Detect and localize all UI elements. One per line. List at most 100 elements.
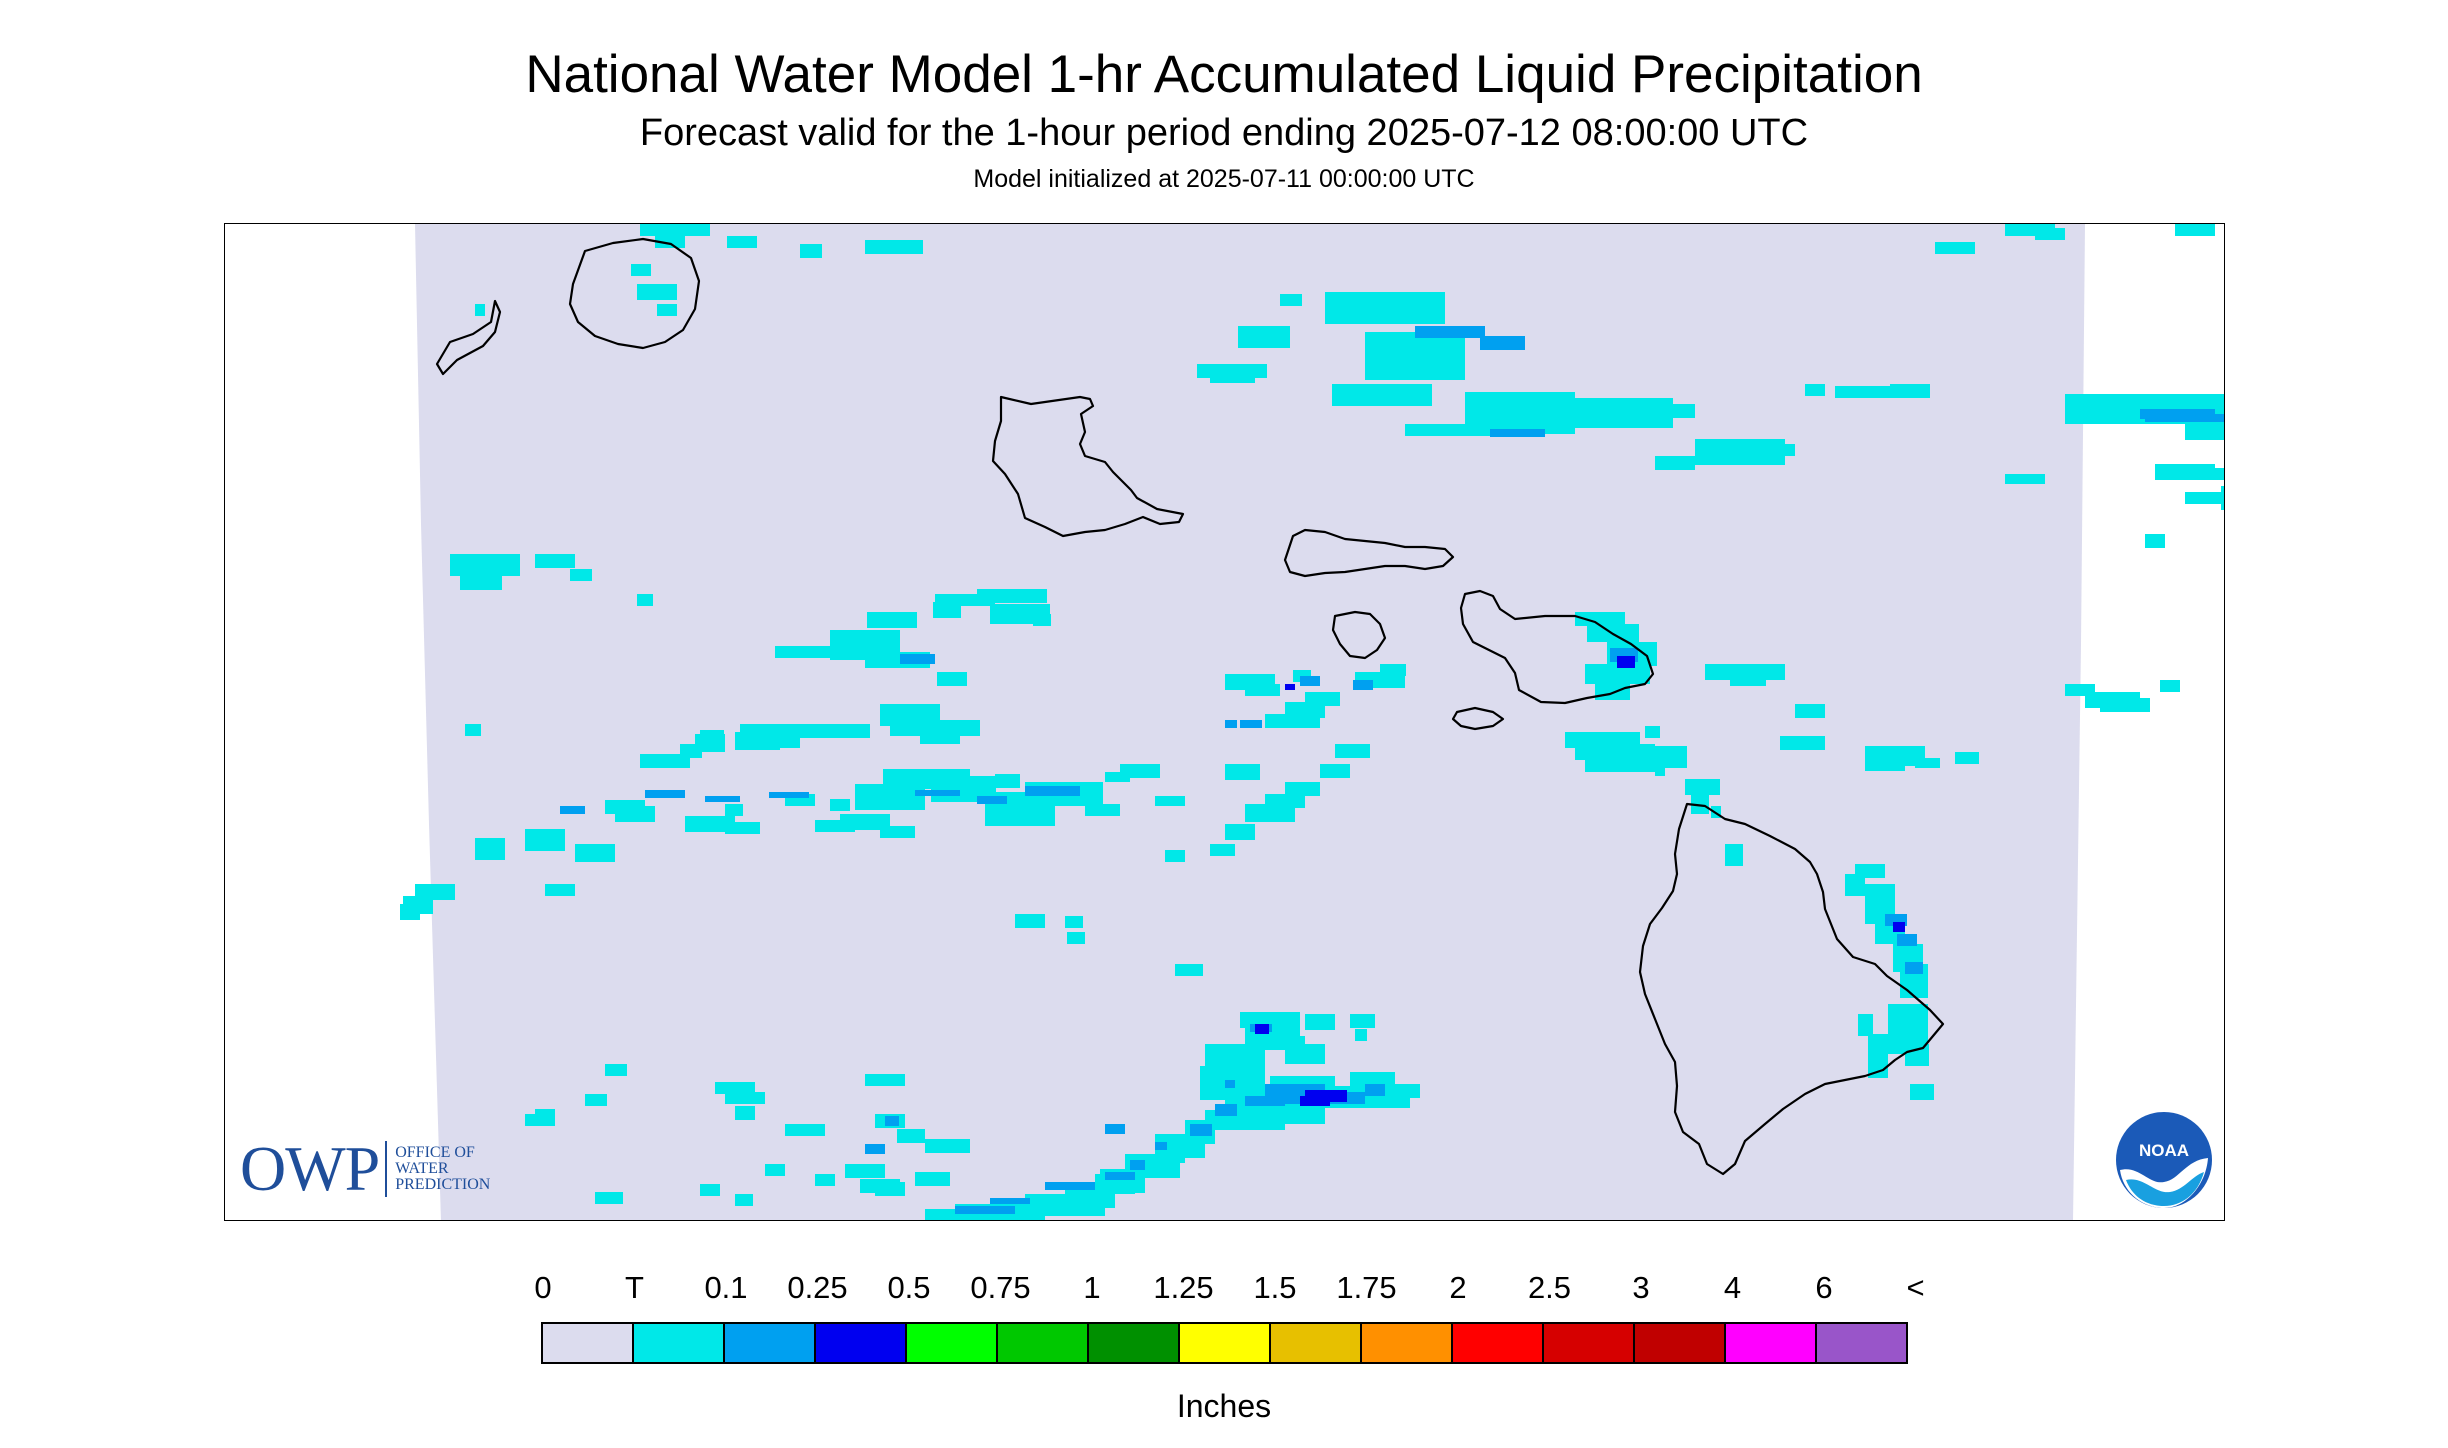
precip-cell [1155, 796, 1185, 806]
precip-cell [1865, 759, 1905, 771]
precip-cell [1305, 692, 1340, 706]
legend-label: 3 [1632, 1270, 1650, 1305]
precip-cell [830, 799, 850, 811]
precip-cell [1300, 676, 1320, 686]
legend-label: 0.75 [970, 1270, 1031, 1305]
legend-label: 6 [1815, 1270, 1833, 1305]
model-init-line: Model initialized at 2025-07-11 00:00:00… [973, 165, 1475, 193]
kauai-coastline [568, 237, 701, 350]
precip-cell [1585, 760, 1657, 772]
precip-cell [1075, 1182, 1095, 1190]
precip-cell [769, 792, 809, 798]
precip-cell [585, 1094, 607, 1106]
precip-cell [2155, 464, 2215, 480]
precip-cell [915, 790, 960, 796]
precip-cell [1015, 914, 1045, 928]
precip-cell [890, 720, 980, 736]
precip-cell [925, 1209, 955, 1220]
precip-cell [2215, 468, 2224, 480]
legend-label: 4 [1723, 1270, 1742, 1305]
precip-cell [545, 884, 575, 896]
legend-swatch [1271, 1324, 1362, 1362]
legend-swatch [1453, 1324, 1544, 1362]
precip-cell [1905, 962, 1923, 974]
precip-cell [867, 612, 917, 628]
precip-cell [1105, 1172, 1135, 1180]
precip-cell [1165, 850, 1185, 862]
legend-swatch [725, 1324, 816, 1362]
precip-cell [1897, 934, 1917, 946]
precip-cell [800, 724, 870, 738]
precip-cell [2160, 680, 2180, 692]
legend-swatch [1180, 1324, 1271, 1362]
precip-cell [765, 1164, 785, 1176]
legend-swatch [998, 1324, 1089, 1362]
precip-cell [885, 1116, 899, 1126]
precip-cell [1575, 744, 1655, 760]
precip-cell [865, 1074, 905, 1086]
precip-cell [725, 822, 760, 834]
precip-cell [925, 1139, 970, 1153]
precip-cell [735, 1106, 755, 1120]
precip-cell [595, 1192, 623, 1204]
precip-cell [1335, 744, 1370, 758]
precip-cell [785, 1124, 825, 1136]
precip-cell [865, 1144, 885, 1154]
map-canvas [400, 224, 2224, 1220]
legend-swatch [1817, 1324, 1906, 1362]
precip-cell [995, 774, 1020, 788]
precipitation-map[interactable]: OWP OFFICE OF WATER PREDICTION NOAA [224, 223, 2225, 1221]
precip-cell [900, 654, 935, 664]
niihau-coastline [435, 299, 502, 376]
precip-cell [1067, 932, 1085, 944]
precip-cell [1085, 804, 1120, 816]
precip-cell [735, 732, 780, 750]
precip-cell [640, 224, 710, 236]
precip-cell [1215, 1104, 1237, 1116]
precip-cell [1415, 326, 1485, 338]
precipitation-layer [400, 224, 2224, 1220]
legend-label: 2 [1449, 1270, 1467, 1305]
precip-cell [1245, 804, 1295, 822]
legend-swatch [1726, 1324, 1817, 1362]
precip-cell [2175, 224, 2215, 236]
precip-cell [840, 814, 890, 830]
precip-cell [1205, 1044, 1265, 1068]
owp-logo-line: PREDICTION [395, 1176, 491, 1193]
precip-cell [475, 304, 485, 316]
precip-cell [400, 904, 420, 920]
precip-cell [1025, 786, 1080, 796]
precip-cell [1280, 294, 1302, 306]
owp-logo-mark: OWP [240, 1133, 380, 1204]
legend-swatch [1544, 1324, 1635, 1362]
legend-label: 1 [1083, 1270, 1101, 1305]
noaa-logo: NOAA [2116, 1112, 2212, 1208]
owp-logo-divider [385, 1141, 388, 1197]
precip-cell [1105, 772, 1130, 782]
precip-cell [727, 236, 757, 248]
maui-coastline [1459, 589, 1655, 705]
precip-cell [1563, 398, 1673, 428]
legend-units: Inches [1176, 1388, 1272, 1424]
precip-cell [1285, 684, 1295, 690]
legend-swatch [1635, 1324, 1726, 1362]
legend-label: 1.25 [1153, 1270, 1214, 1305]
precip-cell [657, 304, 677, 316]
precip-cell [725, 804, 743, 816]
precip-cell [1365, 1084, 1385, 1096]
precip-cell [800, 244, 822, 258]
precip-cell [1130, 1160, 1145, 1170]
owp-logo-line: WATER [395, 1160, 449, 1177]
precip-cell [1325, 292, 1445, 324]
precip-cell [955, 1206, 1015, 1214]
precip-cell [1355, 1029, 1367, 1041]
precip-cell [1617, 656, 1635, 668]
precip-cell [1155, 1142, 1167, 1150]
precip-cell [1225, 764, 1260, 780]
legend-label: < [1906, 1270, 1925, 1305]
precip-cell [2145, 534, 2165, 548]
legend-label: 2.5 [1527, 1270, 1572, 1305]
precip-cell [460, 574, 502, 590]
precip-cell [1893, 922, 1905, 932]
precip-cell [1045, 1182, 1075, 1190]
